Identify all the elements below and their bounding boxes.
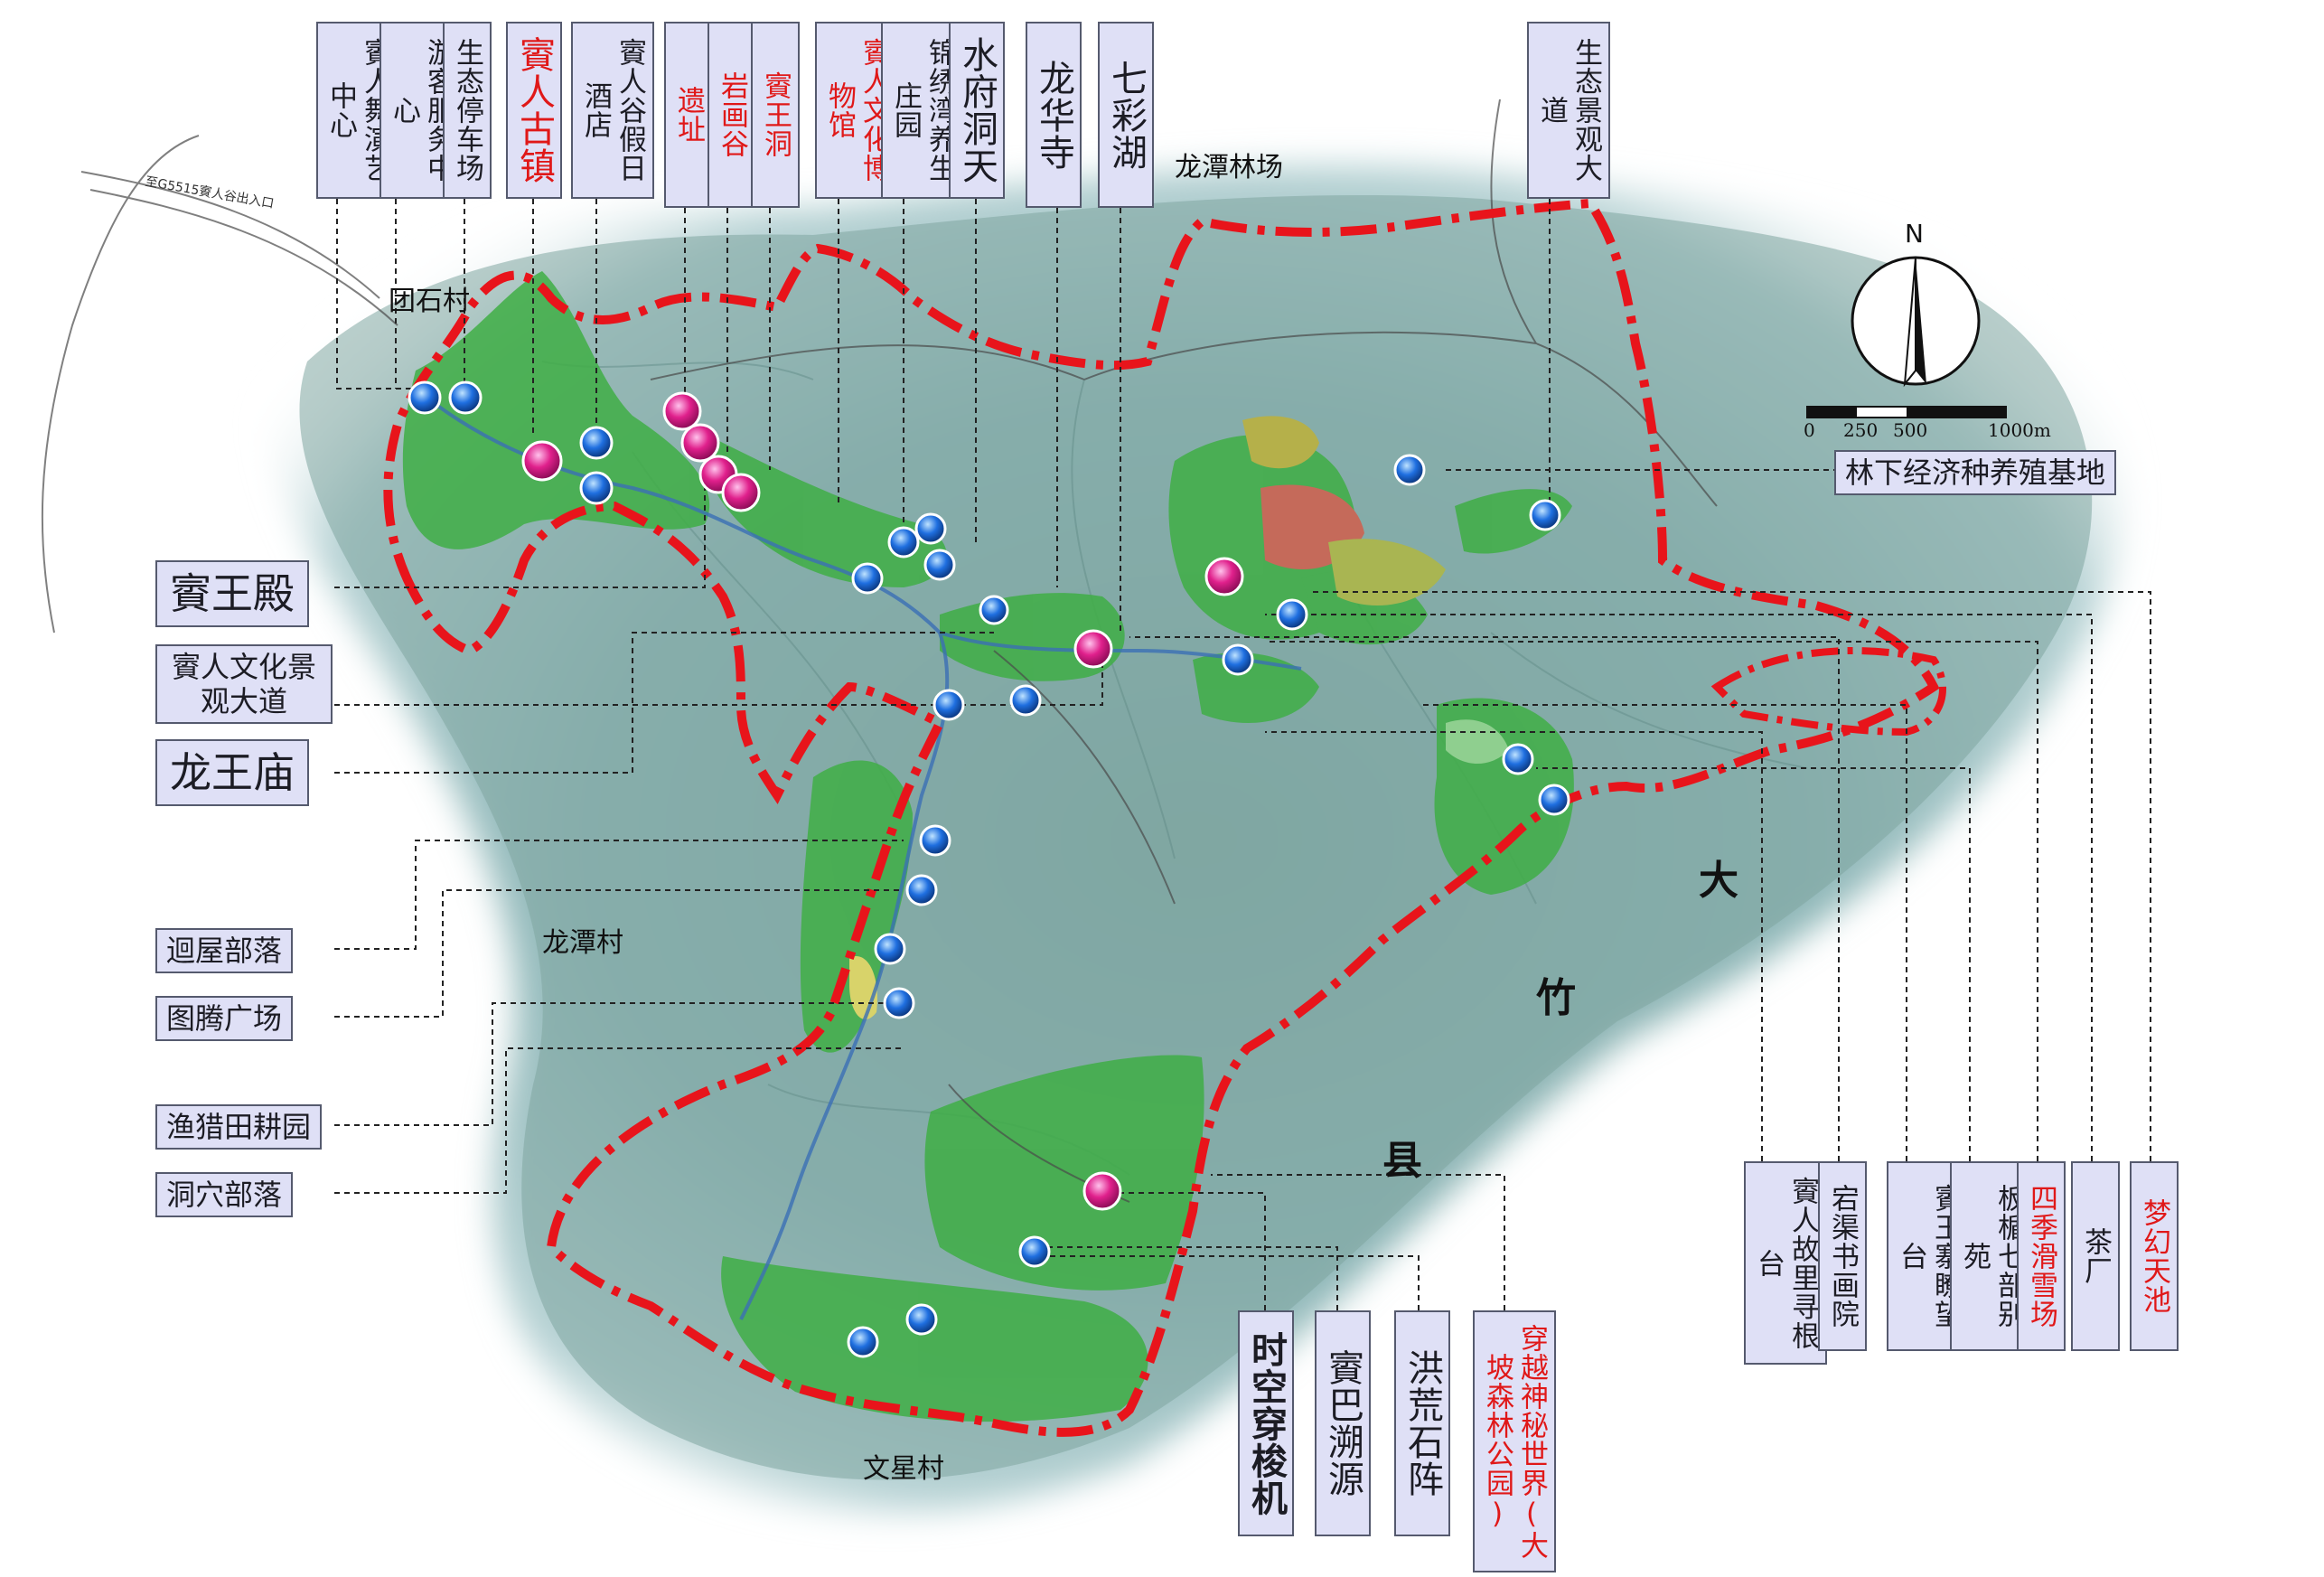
poi-markers-minor	[408, 380, 1570, 1358]
place-longtan-forest: 龙潭林场	[1175, 152, 1283, 183]
scale-tick-250: 250	[1843, 419, 1879, 441]
label-totem-square: 图腾广场	[155, 996, 294, 1041]
label-huiwu-tribe: 迴屋部落	[155, 928, 294, 973]
label-forest-economy-base: 林下经济种养殖基地	[1834, 450, 2117, 495]
label-dragon-king-temple: 龙王庙	[155, 739, 309, 806]
north-arrow-label: N	[1905, 219, 1924, 249]
label-cong-ancient-town: 賨人古镇	[506, 22, 562, 199]
place-da: 大	[1699, 858, 1738, 904]
label-tea-factory: 茶厂	[2071, 1161, 2120, 1351]
label-holiday-hotel: 賨人谷假日酒店	[571, 22, 654, 199]
scale-tick-500: 500	[1893, 419, 1928, 441]
label-root-seeking-platform: 賨人故里寻根台	[1744, 1161, 1827, 1365]
label-cong-king-cave: 賨王洞	[751, 22, 800, 208]
label-painting-academy: 宕渠书画院	[1818, 1161, 1867, 1351]
label-hunting-farming-garden: 渔猎田耕园	[155, 1104, 323, 1150]
label-dream-pool: 梦幻天池	[2130, 1161, 2179, 1351]
label-rock-painting-valley: 岩画谷	[708, 22, 756, 208]
compass-rose	[1851, 256, 1981, 388]
scenic-area-boundary	[383, 198, 1940, 1437]
scale-bar	[1806, 406, 2007, 418]
leader-lines	[334, 199, 2151, 1310]
place-xian: 县	[1382, 1138, 1422, 1184]
label-eco-avenue: 生态景观大道	[1527, 22, 1610, 199]
scenic-area-boundary-east	[1710, 647, 1946, 737]
label-colorful-lake: 七彩湖	[1098, 22, 1154, 208]
label-mystery-world: 穿越神秘世界(大坡森林公园)	[1473, 1310, 1556, 1572]
label-cave-tribe: 洞穴部落	[155, 1172, 294, 1217]
label-cong-king-palace: 賨王殿	[155, 560, 309, 627]
label-ski-resort: 四季滑雪场	[2017, 1161, 2066, 1351]
place-zhu: 竹	[1536, 975, 1576, 1021]
farmland-patches	[849, 416, 1509, 1020]
place-tuanshi: 团石村	[389, 286, 470, 317]
label-cong-ba-origin: 賨巴溯源	[1315, 1310, 1371, 1536]
roads	[41, 99, 1718, 1203]
label-culture-avenue: 賨人文化景观大道	[155, 644, 333, 724]
place-wenxing: 文星村	[863, 1453, 944, 1485]
label-shuifu-cave: 水府洞天	[949, 22, 1005, 199]
scale-tick-1000m: 1000m	[1988, 419, 2051, 441]
label-longhua-temple: 龙华寺	[1026, 22, 1082, 208]
place-longtan-village: 龙潭村	[542, 927, 623, 959]
poi-markers-major	[521, 391, 1244, 1211]
label-time-machine: 时空穿梭机	[1238, 1310, 1294, 1536]
scale-tick-0: 0	[1804, 419, 1815, 441]
label-eco-parking: 生态停车场	[443, 22, 492, 199]
label-stone-array: 洪荒石阵	[1394, 1310, 1450, 1536]
